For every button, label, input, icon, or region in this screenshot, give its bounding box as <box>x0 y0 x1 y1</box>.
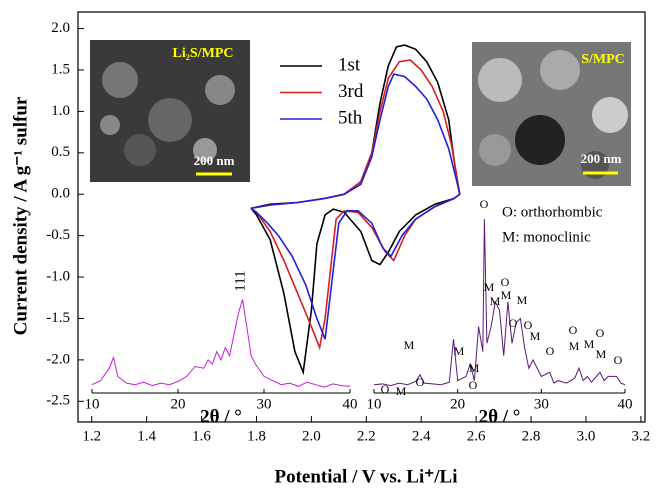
y-tick-label: 0.5 <box>51 144 70 160</box>
x-tick-label: 1.4 <box>137 428 156 444</box>
inset-x-tick-label: 20 <box>171 396 186 412</box>
inset-x-axis-label: 2θ / ° <box>479 406 521 427</box>
inset-x-tick-label: 40 <box>618 396 633 412</box>
annotation: O: orthorhombic <box>502 204 603 220</box>
x-tick-label: 2.6 <box>467 428 486 444</box>
inset-x-tick-label: 40 <box>343 396 358 412</box>
x-tick-label: 3.0 <box>577 428 596 444</box>
x-axis-label: Potential / V vs. Li⁺/Li <box>275 466 458 487</box>
inset-x-tick-label: 30 <box>257 396 272 412</box>
peak-label: M <box>569 339 580 353</box>
legend-label: 1st <box>338 54 361 75</box>
peak-label: M <box>484 280 495 294</box>
peak-label: O <box>524 318 533 332</box>
inset-x-tick-label: 20 <box>450 396 465 412</box>
y-tick-label: -1.5 <box>46 310 70 326</box>
scale-bar-label: 200 nm <box>581 151 622 166</box>
peak-label: O <box>596 326 605 340</box>
y-tick-label: 2.0 <box>51 20 70 36</box>
y-axis-label: Current density / A g⁻¹ sulfur <box>10 96 31 335</box>
peak-label: M <box>396 384 407 398</box>
peak-label: O <box>480 197 489 211</box>
legend-label: 3rd <box>338 81 364 102</box>
y-tick-label: 1.0 <box>51 103 70 119</box>
y-tick-label: -2.0 <box>46 351 70 367</box>
data-line <box>91 299 351 388</box>
image-label: Li₂S/MPC <box>173 46 234 61</box>
data-line <box>250 73 461 340</box>
legend-label: 5th <box>338 107 363 128</box>
inset-x-tick-label: 10 <box>367 396 382 412</box>
x-tick-label: 2.4 <box>412 428 431 444</box>
peak-label: M <box>454 344 465 358</box>
peak-label: O <box>509 316 518 330</box>
inset-x-tick-label: 30 <box>534 396 549 412</box>
peak-label: O <box>501 275 510 289</box>
peak-label: M <box>501 288 512 302</box>
y-tick-label: -0.5 <box>46 227 70 243</box>
x-tick-label: 2.2 <box>357 428 376 444</box>
peak-label: M <box>596 347 607 361</box>
annotation: M: monoclinic <box>502 229 591 245</box>
x-tick-label: 1.6 <box>192 428 211 444</box>
inset-x-axis-label: 2θ / ° <box>200 406 242 427</box>
peak-label: M <box>490 294 501 308</box>
peak-label: M <box>584 337 595 351</box>
peak-annotation: 111 <box>232 270 248 291</box>
peak-label: M <box>404 338 415 352</box>
y-tick-label: -2.5 <box>46 393 70 409</box>
y-tick-label: 1.5 <box>51 61 70 77</box>
peak-label: O <box>381 382 390 396</box>
x-tick-label: 1.8 <box>247 428 266 444</box>
x-tick-label: 2.8 <box>522 428 541 444</box>
y-tick-label: 0.0 <box>51 186 70 202</box>
scale-bar-label: 200 nm <box>194 153 235 168</box>
x-tick-label: 3.2 <box>632 428 651 444</box>
x-tick-label: 1.2 <box>82 428 101 444</box>
peak-label: O <box>469 378 478 392</box>
inset-x-tick-label: 10 <box>85 396 100 412</box>
sem-image <box>90 40 631 186</box>
peak-label: O <box>569 323 578 337</box>
peak-label: M <box>469 361 480 375</box>
y-tick-label: -1.0 <box>46 268 70 284</box>
data-line <box>373 219 626 387</box>
peak-label: M <box>530 329 541 343</box>
image-label: S/MPC <box>581 52 625 67</box>
peak-label: M <box>517 293 528 307</box>
peak-label: O <box>546 344 555 358</box>
x-tick-label: 2.0 <box>302 428 321 444</box>
peak-label: O <box>416 375 425 389</box>
peak-label: O <box>614 353 623 367</box>
plot-frame <box>77 11 646 423</box>
